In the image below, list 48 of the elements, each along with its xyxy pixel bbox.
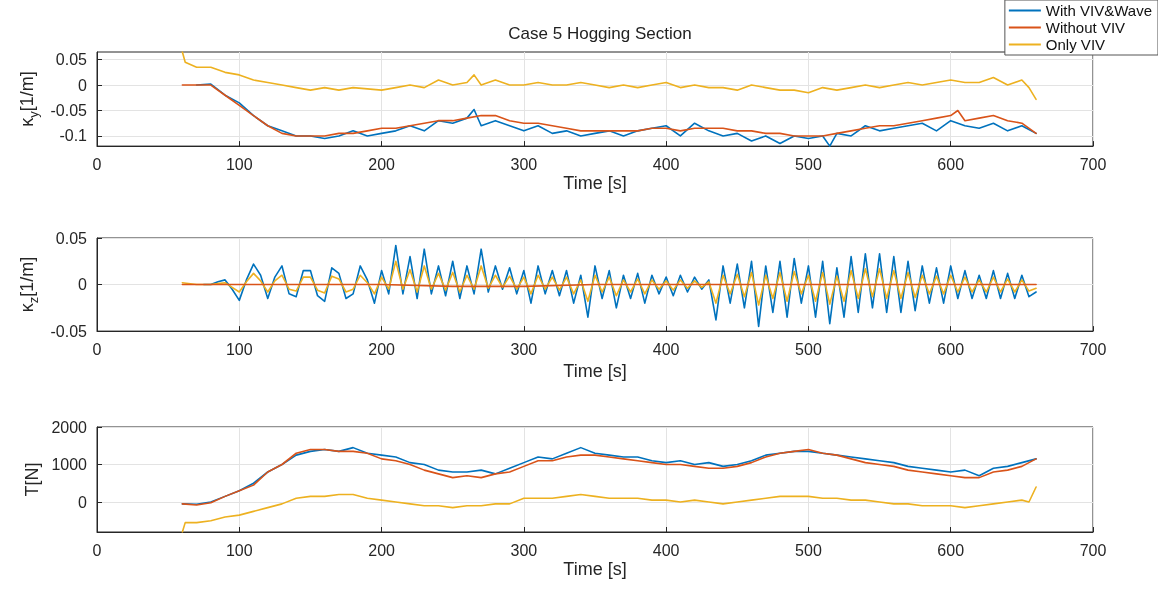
legend-label: Only VIV <box>1045 36 1106 53</box>
x-tick-label: 200 <box>368 155 396 173</box>
x-tick-label: 400 <box>652 155 680 173</box>
y-tick-label: 0 <box>78 493 88 511</box>
y-tick-label: -0.05 <box>50 101 88 119</box>
line-series <box>181 51 1037 101</box>
x-tick-label: 500 <box>795 340 822 358</box>
x-tick-label: 100 <box>225 541 253 559</box>
x-tick-label: 100 <box>225 155 253 173</box>
x-tick-label: 500 <box>795 541 822 559</box>
y-tick-label: -0.05 <box>50 322 88 340</box>
y-tick-label: -0.1 <box>59 127 88 145</box>
line-series <box>181 84 1037 137</box>
y-tick-label: 0 <box>78 276 88 294</box>
x-tick-label: 600 <box>937 340 965 358</box>
x-tick-label: 300 <box>510 340 538 358</box>
legend-label: With VIV&Wave <box>1045 2 1153 19</box>
x-tick-label: 0 <box>92 340 102 358</box>
x-tick-label: 100 <box>225 340 253 358</box>
y-tick-label: 2000 <box>51 418 88 436</box>
y-tick-label: 1000 <box>51 456 88 473</box>
x-tick-label: 600 <box>937 541 965 559</box>
line-series <box>181 486 1037 533</box>
y-tick-label: 0.05 <box>55 229 88 247</box>
x-tick-label: 700 <box>1079 541 1107 559</box>
y-tick-label: 0.05 <box>55 51 88 69</box>
x-tick-label: 700 <box>1079 340 1107 358</box>
x-tick-label: 300 <box>510 155 538 173</box>
y-axis-title: κy[1/m] <box>17 71 41 127</box>
x-tick-label: 300 <box>510 541 538 559</box>
x-tick-label: 500 <box>795 155 822 173</box>
y-tick-label: 0 <box>78 76 88 94</box>
x-tick-label: 600 <box>937 155 965 173</box>
chart-title: Case 5 Hogging Section <box>508 24 692 43</box>
x-axis-title: Time [s] <box>563 173 627 194</box>
x-tick-label: 0 <box>92 541 102 559</box>
x-tick-label: 200 <box>368 541 396 559</box>
x-tick-label: 200 <box>368 340 396 358</box>
line-series <box>181 260 1037 306</box>
y-axis-title: T[N] <box>21 462 42 497</box>
legend-label: Without VIV <box>1045 19 1126 36</box>
x-axis-title: Time [s] <box>563 559 627 579</box>
x-tick-label: 700 <box>1079 155 1107 173</box>
x-tick-label: 400 <box>652 340 680 358</box>
y-axis-title: κz[1/m] <box>17 256 41 313</box>
x-tick-label: 400 <box>652 541 680 559</box>
x-tick-label: 0 <box>92 155 102 173</box>
x-axis-title: Time [s] <box>563 361 627 381</box>
